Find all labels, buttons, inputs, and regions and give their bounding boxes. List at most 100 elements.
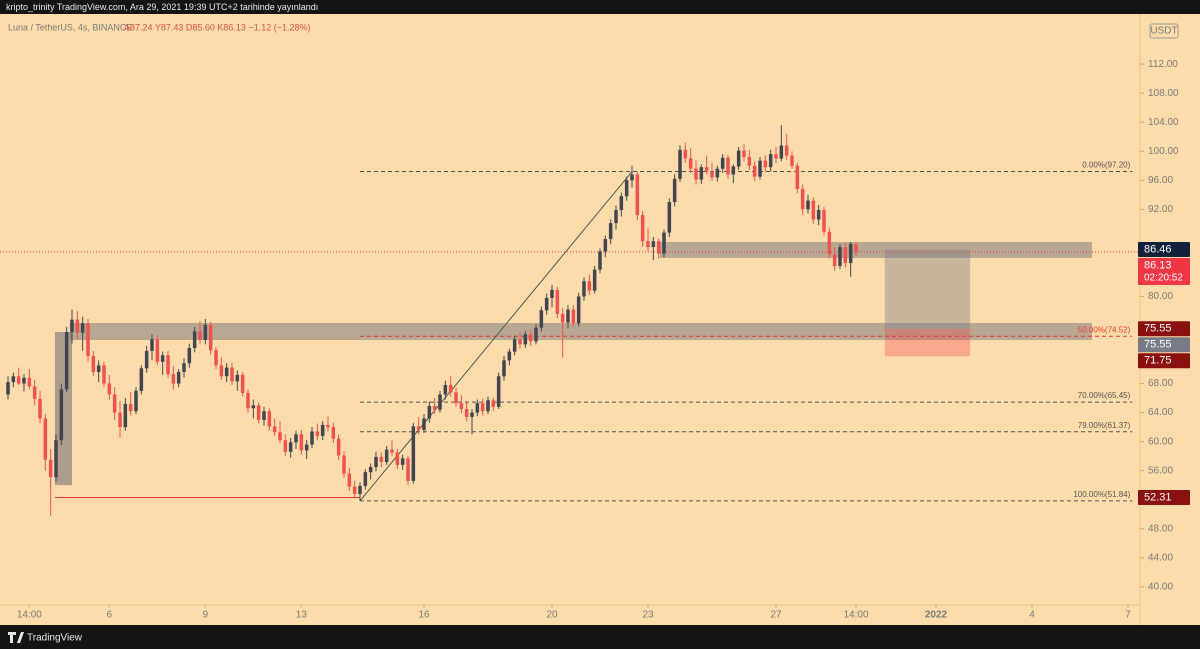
candle-body: [283, 440, 288, 452]
candle-body: [443, 385, 448, 395]
candle-body: [763, 160, 768, 168]
candle-body: [603, 239, 608, 252]
candle-body: [624, 180, 629, 197]
price-label: 75.55: [1144, 339, 1172, 351]
price-label: 75.55: [1144, 323, 1172, 335]
candle-body: [667, 202, 672, 233]
candle-body: [75, 319, 80, 333]
candle-body: [400, 458, 405, 465]
candle-body: [32, 386, 37, 399]
position-target: [884, 249, 971, 329]
candle-body: [726, 157, 730, 175]
candle-body: [155, 339, 160, 362]
candle-body: [128, 403, 133, 412]
candle-body: [640, 215, 645, 242]
candle-body: [811, 200, 816, 220]
candle-body: [299, 434, 304, 451]
y-tick-label: 112.00: [1148, 59, 1178, 70]
candle-body: [352, 486, 357, 494]
candle-body: [203, 324, 208, 340]
candle-body: [752, 165, 757, 177]
fib-label: 70.00%(65.45): [1078, 391, 1131, 400]
candle-body: [187, 347, 192, 364]
candle-body: [411, 426, 416, 481]
candle-body: [854, 243, 858, 252]
candle-body: [662, 232, 666, 254]
position-stop: [884, 328, 971, 357]
candle-body: [496, 376, 501, 407]
fib-label: 50.00%(74.52): [1078, 325, 1131, 334]
y-tick-label: 64.00: [1148, 407, 1173, 418]
candle-body: [507, 351, 512, 361]
candle-body: [491, 400, 496, 407]
y-tick-label: 80.00: [1148, 291, 1173, 302]
candle-body: [448, 385, 453, 393]
candle-body: [635, 174, 640, 216]
candle-body: [422, 418, 426, 431]
candle-body: [395, 452, 400, 465]
candle-body: [406, 458, 410, 481]
candle-body: [326, 424, 330, 428]
candle-body: [379, 456, 384, 462]
y-tick-label: 68.00: [1148, 378, 1173, 389]
price-label-box: [1138, 242, 1190, 258]
candle-body: [64, 332, 69, 390]
bottom-bar: [0, 625, 1200, 649]
candle-body: [342, 455, 346, 474]
candle-body: [432, 406, 437, 410]
candle-body: [646, 241, 650, 248]
candle-body: [539, 310, 544, 328]
candle-body: [827, 231, 832, 255]
candle-body: [486, 400, 490, 412]
zone: [660, 241, 1092, 258]
candle-body: [475, 403, 480, 413]
candle-body: [182, 363, 186, 372]
y-tick-label: 60.00: [1148, 436, 1173, 447]
candle-body: [112, 394, 117, 413]
candle-body: [288, 442, 293, 452]
price-label-box: [1138, 337, 1190, 353]
candle-body: [619, 196, 624, 211]
candle-body: [54, 440, 58, 478]
candle-body: [166, 355, 170, 375]
candle-body: [118, 412, 122, 428]
candle-body: [358, 485, 362, 494]
candle-body: [390, 449, 394, 453]
candle-body: [150, 339, 154, 351]
candle-body: [310, 431, 314, 445]
candle-body: [587, 281, 592, 291]
candle-body: [523, 334, 528, 345]
candle-body: [208, 324, 213, 351]
candle-body: [731, 166, 736, 175]
candle-body: [347, 473, 352, 487]
candle-body: [214, 350, 218, 366]
candle-body: [123, 403, 128, 428]
candle-body: [438, 394, 442, 410]
candle-body: [598, 251, 602, 270]
candle-body: [160, 355, 165, 362]
candle-body: [758, 160, 762, 177]
candle-body: [304, 444, 309, 451]
x-tick-label: 14:00: [17, 610, 42, 621]
candle-body: [560, 313, 565, 323]
candle-body: [48, 459, 53, 478]
candle-body: [699, 167, 704, 180]
candle-body: [672, 178, 677, 203]
logo: [8, 632, 24, 643]
candle-body: [571, 309, 576, 324]
candle-body: [224, 367, 229, 377]
candle-body: [582, 281, 586, 297]
candle-body: [262, 411, 266, 420]
price-label-box: [1138, 258, 1190, 286]
candle-body: [768, 154, 773, 168]
price-label: 86.13: [1144, 259, 1172, 271]
candle-body: [800, 188, 805, 210]
x-tick-label: 6: [107, 610, 113, 621]
candle-body: [267, 411, 272, 427]
candle-body: [838, 247, 842, 266]
candle-body: [272, 426, 277, 433]
candle-body: [176, 371, 181, 384]
candle-body: [102, 365, 106, 384]
candle-body: [694, 168, 698, 180]
fib-label: 79.00%(61.37): [1078, 421, 1131, 430]
